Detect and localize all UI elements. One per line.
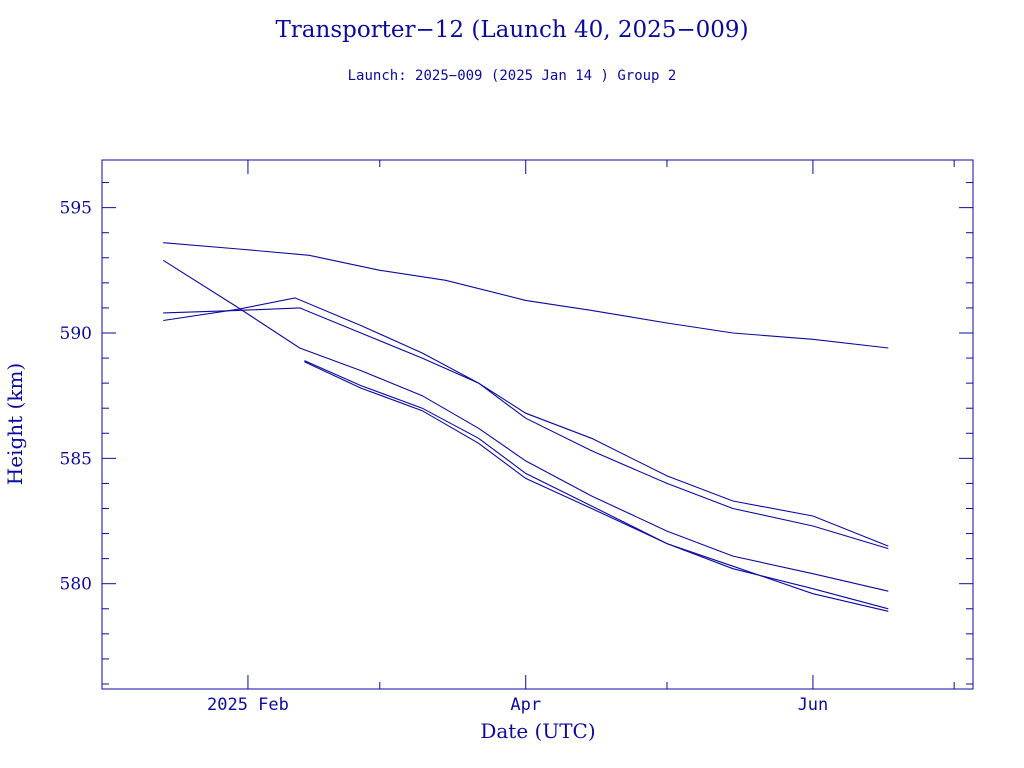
series-lines — [162, 242, 889, 612]
y-tick-label: 585 — [60, 449, 92, 469]
plot-frame — [101, 159, 974, 690]
y-tick-label: 595 — [60, 199, 92, 219]
series-line-3 — [163, 297, 889, 550]
series-line-2 — [163, 307, 889, 547]
x-tick-label: Apr — [510, 695, 541, 715]
series-line-1 — [163, 242, 889, 349]
series-line-5 — [304, 360, 889, 610]
y-tick-label: 590 — [60, 324, 92, 344]
series-line-4 — [162, 259, 889, 592]
axis-ticks — [101, 160, 973, 689]
x-axis-label: Date (UTC) — [480, 719, 595, 743]
x-tick-label: Jun — [798, 695, 829, 715]
series-line-6 — [304, 361, 889, 612]
chart-title: Transporter−12 (Launch 40, 2025−009) — [275, 17, 748, 43]
x-tick-label: 2025 Feb — [207, 695, 289, 715]
chart-subtitle: Launch: 2025−009 (2025 Jan 14 ) Group 2 — [348, 68, 677, 84]
y-axis-label: Height (km) — [3, 363, 27, 485]
y-tick-label: 580 — [60, 575, 92, 595]
tick-labels: 595 590 585 580 2025 Feb Apr Jun — [60, 199, 829, 715]
